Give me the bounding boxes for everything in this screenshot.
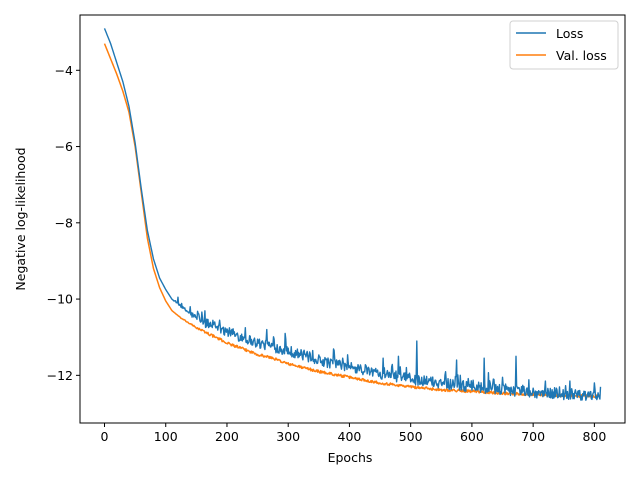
x-tick-label: 0 [101, 429, 109, 444]
y-tick-label: −6 [55, 139, 73, 154]
x-axis: 0 100 200 300 400 500 600 700 800 [101, 423, 606, 444]
series-line-0 [103, 28, 602, 401]
y-axis-label: Negative log-likelihood [13, 147, 28, 290]
legend: Loss Val. loss [509, 20, 619, 70]
series-lines [103, 28, 602, 401]
x-tick-label: 500 [399, 429, 423, 444]
x-tick-label: 700 [521, 429, 545, 444]
x-tick-label: 200 [215, 429, 239, 444]
x-tick-label: 600 [460, 429, 484, 444]
y-tick-label: −8 [55, 215, 73, 230]
x-tick-label: 400 [338, 429, 362, 444]
series-line-1 [103, 43, 601, 399]
x-axis-label: Epochs [328, 450, 373, 465]
y-tick-label: −4 [55, 63, 73, 78]
plot-frame [79, 14, 626, 424]
y-tick-label: −10 [47, 292, 73, 307]
legend-label-val-loss: Val. loss [556, 48, 607, 63]
plot-area [79, 14, 626, 424]
y-tick-label: −12 [47, 368, 73, 383]
x-tick-label: 100 [154, 429, 178, 444]
x-tick-label: 800 [582, 429, 606, 444]
y-axis: −12 −10 −8 −6 −4 [47, 63, 80, 383]
legend-label-loss: Loss [556, 26, 583, 41]
x-tick-label: 300 [276, 429, 300, 444]
